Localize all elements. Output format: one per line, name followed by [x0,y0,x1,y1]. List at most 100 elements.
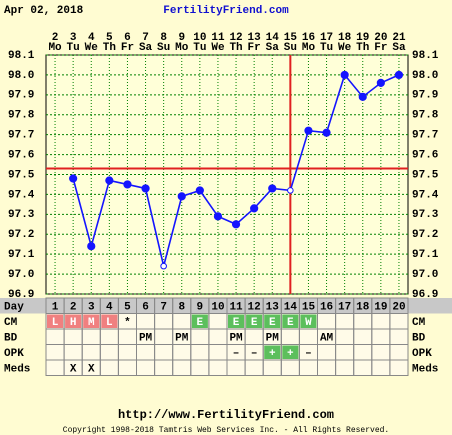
x-weekday-label: Th [229,42,242,54]
cm-cell: W [305,317,312,329]
days-cell: 8 [178,302,185,314]
y-tick-label: 97.2 [8,229,34,241]
y-tick-label: 97.3 [8,209,35,221]
y-tick-label: 98.0 [8,70,34,82]
y-tick-label-right: 97.7 [412,130,438,142]
temperature-point [322,128,331,137]
cm-cell: L [52,317,59,329]
y-tick-label-right: 96.9 [412,289,438,301]
chart-date: Apr 02, 2018 [4,5,84,17]
meds-cell: X [70,364,77,376]
x-date-label: 4 [88,32,95,44]
x-date-label: 2 [52,32,59,44]
y-tick-label-right: 97.5 [412,169,439,181]
bd-cell: PM [139,333,153,345]
y-tick-label: 97.5 [8,169,35,181]
bd-cell: PM [229,333,243,345]
cell-bg [282,345,299,359]
x-weekday-label: We [338,42,352,54]
x-date-label: 13 [248,32,262,44]
opk-cell: + [269,348,276,360]
y-tick-label-right: 97.4 [412,189,439,201]
temperature-point [195,186,204,195]
y-tick-label: 97.7 [8,130,34,142]
x-date-label: 15 [284,32,298,44]
day-row-bg [0,298,452,314]
temperature-point [177,192,186,201]
days-cell: 6 [142,302,149,314]
days-cell: 13 [266,302,280,314]
cell-bg [101,314,118,328]
x-date-label: 20 [374,32,387,44]
y-tick-label-right: 97.8 [412,110,439,122]
x-weekday-label: Sa [139,42,153,54]
temperature-point [160,262,167,270]
days-cell: 1 [52,302,59,314]
x-date-label: 16 [302,32,315,44]
x-date-label: 18 [338,32,352,44]
row-label: Day [4,302,24,314]
x-date-label: 9 [178,32,185,44]
cell-bg [83,314,100,328]
cell-bg [65,314,82,328]
days-cell: 18 [356,302,370,314]
temperature-point [69,174,78,183]
days-cell: 5 [124,302,131,314]
cm-cell: E [197,317,204,329]
y-tick-label: 97.6 [8,149,34,161]
row-label-right: BD [412,333,426,345]
y-tick-label: 96.9 [8,289,34,301]
x-date-label: 11 [211,32,225,44]
x-weekday-label: Mo [302,42,316,54]
x-weekday-label: Su [157,42,170,54]
x-weekday-label: Th [356,42,369,54]
days-cell: 4 [106,302,113,314]
row-label-right: CM [412,317,426,329]
cell-bg [228,314,245,328]
days-cell: 16 [320,302,333,314]
days-cell: 14 [284,302,298,314]
y-tick-label-right: 97.0 [412,269,438,281]
y-tick-label: 97.4 [8,189,35,201]
footer-url: http://www.FertilityFriend.com [118,408,334,422]
cm-cell: H [70,317,77,329]
x-weekday-label: Sa [392,42,406,54]
y-tick-label-right: 97.1 [412,249,439,261]
y-tick-label: 98.1 [8,50,35,62]
x-date-label: 12 [229,32,242,44]
row-label: BD [4,333,18,345]
y-tick-label-right: 97.2 [412,229,438,241]
x-weekday-label: Tu [320,42,333,54]
x-weekday-label: We [85,42,99,54]
days-cell: 9 [197,302,204,314]
row-label-right: Meds [412,364,438,376]
y-tick-label: 97.0 [8,269,34,281]
x-weekday-label: Th [103,42,116,54]
days-cell: 11 [229,302,243,314]
copyright: Copyright 1998-2018 Tamtris Web Services… [63,426,389,435]
x-weekday-label: We [211,42,225,54]
cm-cell: E [287,317,294,329]
temperature-point [376,78,385,87]
row-label: CM [4,317,18,329]
x-date-label: 19 [356,32,369,44]
site-title: FertilityFriend.com [163,5,289,17]
temperature-point [287,187,294,194]
temperature-point [304,126,313,135]
temperature-point [358,92,367,101]
y-tick-label-right: 97.9 [412,90,438,102]
temperature-point [250,204,259,213]
x-date-label: 5 [106,32,113,44]
x-date-label: 10 [193,32,206,44]
days-cell: 10 [211,302,224,314]
temperature-point [340,70,349,80]
temperature-point [141,184,150,193]
x-weekday-label: Tu [67,42,80,54]
meds-cell: X [88,364,95,376]
x-weekday-label: Su [284,42,297,54]
temperature-point [105,176,114,185]
x-date-label: 21 [392,32,406,44]
cm-cell: * [124,317,131,329]
days-cell: 20 [392,302,405,314]
